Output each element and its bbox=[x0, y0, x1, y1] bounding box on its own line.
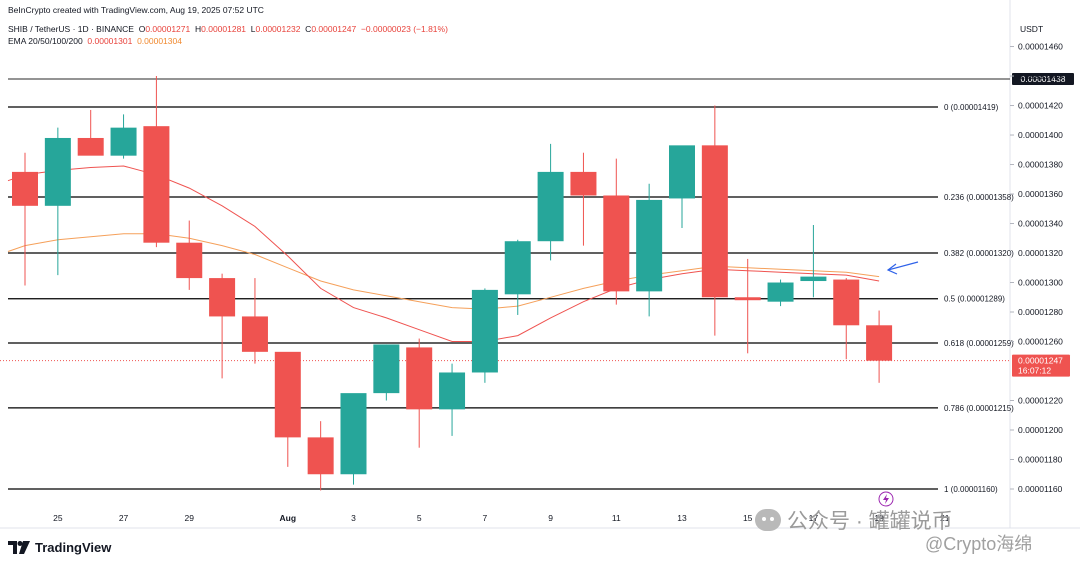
currency-label: USDT bbox=[1020, 24, 1043, 34]
high-label: H bbox=[194, 24, 202, 34]
fib-level-label: 0.618 (0.00001259) bbox=[944, 339, 1014, 348]
price-axis-label: 0.00001300 bbox=[1018, 278, 1063, 288]
price-axis-label: 0.00001160 bbox=[1018, 484, 1063, 494]
high-price-marker-bg bbox=[1012, 72, 1074, 85]
candle-body[interactable] bbox=[307, 437, 334, 475]
price-axis-label: 0.00001200 bbox=[1018, 425, 1063, 435]
ema-value-slow: 0.00001304 bbox=[137, 36, 182, 46]
created-caption: BeInCrypto created with TradingView.com,… bbox=[8, 4, 264, 16]
candle-body[interactable] bbox=[636, 199, 663, 292]
high-value: 0.00001281 bbox=[201, 24, 247, 34]
time-axis-label: 29 bbox=[185, 513, 195, 523]
candle-body[interactable] bbox=[44, 137, 71, 206]
candle-body[interactable] bbox=[767, 282, 794, 302]
wechat-watermark: 公众号 · 罐罐说币 bbox=[755, 505, 953, 535]
candle-body[interactable] bbox=[833, 279, 860, 326]
candle-body[interactable] bbox=[669, 145, 695, 199]
tradingview-icon bbox=[8, 541, 30, 554]
candle-body[interactable] bbox=[537, 171, 564, 242]
low-value: 0.00001232 bbox=[255, 24, 301, 34]
wechat-text: 公众号 · 罐罐说币 bbox=[787, 510, 953, 533]
candle-body[interactable] bbox=[471, 289, 498, 373]
candle-body[interactable] bbox=[77, 137, 104, 156]
candle-body[interactable] bbox=[406, 347, 433, 410]
time-axis-label: 15 bbox=[743, 513, 753, 523]
time-axis-label: 3 bbox=[351, 513, 356, 523]
current-price-label: 0.00001247 bbox=[1018, 356, 1063, 366]
candle-body[interactable] bbox=[209, 278, 236, 317]
time-axis-label: Aug bbox=[280, 513, 297, 523]
price-axis-label: 0.00001260 bbox=[1018, 337, 1063, 347]
fib-level-label: 0.5 (0.00001289) bbox=[944, 295, 1005, 304]
price-axis-label: 0.00001280 bbox=[1018, 307, 1063, 317]
candle-body[interactable] bbox=[176, 242, 203, 279]
time-axis-label: 7 bbox=[483, 513, 488, 523]
ema-value-fast: 0.00001301 bbox=[87, 36, 133, 46]
ema-slow-line bbox=[7, 233, 880, 310]
wechat-sub: @Crypto海绵 bbox=[925, 534, 1033, 554]
low-label: L bbox=[250, 24, 256, 34]
candle-body[interactable] bbox=[340, 393, 367, 475]
candle-body[interactable] bbox=[800, 276, 827, 282]
time-axis-label: 27 bbox=[119, 513, 129, 523]
price-axis-label: 0.00001180 bbox=[1018, 455, 1063, 465]
countdown-label: 16:07:12 bbox=[1018, 366, 1051, 376]
fib-level-label: 0.382 (0.00001320) bbox=[944, 249, 1014, 258]
price-axis-label: 0.00001320 bbox=[1018, 248, 1063, 258]
time-axis-label: 17 bbox=[809, 513, 819, 523]
time-axis-label: 11 bbox=[612, 513, 621, 523]
high-price-marker: 0.00001438 bbox=[1021, 74, 1066, 84]
price-axis-label: 0.00001380 bbox=[1018, 160, 1063, 170]
time-axis-label: 25 bbox=[53, 513, 63, 523]
open-label: O bbox=[138, 24, 146, 34]
ema-legend: EMA 20/50/100/200 0.00001301 0.00001304 bbox=[8, 35, 182, 47]
ema-fast-line bbox=[7, 165, 880, 342]
ema-label[interactable]: EMA 20/50/100/200 bbox=[8, 36, 83, 46]
candle-body[interactable] bbox=[274, 351, 301, 438]
fib-level-label: 0.786 (0.00001215) bbox=[944, 404, 1014, 413]
price-axis-label: 0.00001440 bbox=[1018, 71, 1063, 81]
price-axis-label: 0.00001220 bbox=[1018, 396, 1063, 406]
fib-level-label: 0.236 (0.00001358) bbox=[944, 193, 1014, 202]
candle-body[interactable] bbox=[12, 171, 38, 206]
candle-body[interactable] bbox=[603, 195, 630, 292]
annotation-arrow-icon[interactable] bbox=[887, 261, 919, 271]
candle-body[interactable] bbox=[110, 127, 137, 156]
time-axis-label: 5 bbox=[417, 513, 422, 523]
wechat-icon bbox=[755, 509, 781, 531]
price-axis-label: 0.00001420 bbox=[1018, 101, 1063, 111]
open-value: 0.00001271 bbox=[145, 24, 191, 34]
close-label: C bbox=[305, 24, 312, 34]
tradingview-logo[interactable]: TradingView bbox=[8, 540, 111, 555]
candle-body[interactable] bbox=[373, 344, 400, 394]
current-price-marker-bg bbox=[1012, 354, 1070, 377]
candle-body[interactable] bbox=[570, 171, 597, 196]
change-value: −0.00000023 (−1.81%) bbox=[360, 24, 448, 34]
close-value: 0.00001247 bbox=[311, 24, 357, 34]
lightning-icon bbox=[883, 494, 889, 504]
candle-body[interactable] bbox=[241, 316, 268, 352]
candle-body[interactable] bbox=[734, 297, 761, 301]
price-axis-label: 0.00001360 bbox=[1018, 189, 1063, 199]
fib-level-label: 0 (0.00001419) bbox=[944, 103, 999, 112]
annotation-arrowhead-icon bbox=[886, 263, 898, 275]
time-axis-label: 13 bbox=[677, 513, 687, 523]
candle-body[interactable] bbox=[439, 372, 466, 410]
time-axis-label: 9 bbox=[548, 513, 553, 523]
ohlc-legend: SHIB / TetherUS · 1D · BINANCE O0.000012… bbox=[8, 23, 448, 35]
price-axis-label: 0.00001400 bbox=[1018, 130, 1063, 140]
candle-body[interactable] bbox=[504, 241, 531, 295]
tradingview-brand: TradingView bbox=[35, 540, 112, 555]
price-axis-label: 0.00001340 bbox=[1018, 219, 1063, 229]
time-axis-label: 21 bbox=[940, 513, 950, 523]
price-axis-label: 0.00001460 bbox=[1018, 42, 1063, 52]
candle-body[interactable] bbox=[143, 126, 170, 243]
created-text: BeInCrypto created with TradingView.com,… bbox=[8, 5, 264, 15]
fib-level-label: 1 (0.00001160) bbox=[944, 485, 998, 494]
candle-body[interactable] bbox=[866, 325, 893, 361]
candle-body[interactable] bbox=[701, 145, 728, 298]
time-axis-label: 19 bbox=[874, 513, 884, 523]
symbol-label[interactable]: SHIB / TetherUS · 1D · BINANCE bbox=[8, 24, 134, 34]
